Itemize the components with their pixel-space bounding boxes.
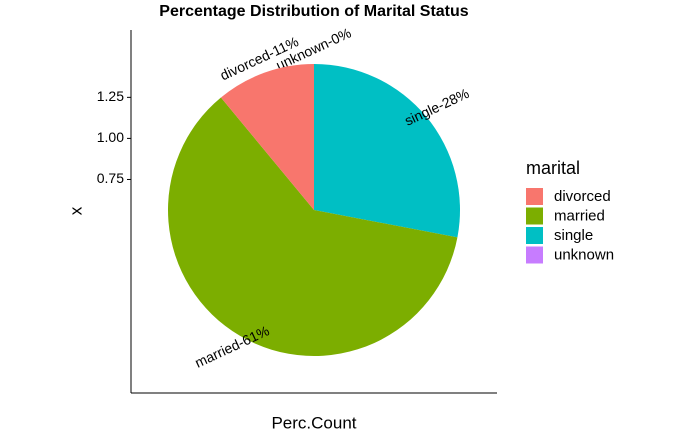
legend-title: marital xyxy=(526,158,580,178)
y-tick-label: 0.75 xyxy=(97,170,124,186)
y-tick-label: 1.00 xyxy=(97,129,124,145)
legend-swatch xyxy=(526,246,543,264)
pie-slice xyxy=(168,97,458,356)
y-axis-label: x xyxy=(66,206,85,215)
legend-label: single xyxy=(554,227,593,244)
pie-slice xyxy=(220,64,314,210)
legend-label: unknown xyxy=(554,246,614,263)
pie-slice xyxy=(314,64,460,238)
legend-swatch xyxy=(526,227,543,244)
x-axis-label: Perc.Count xyxy=(271,413,356,432)
legend-label: divorced xyxy=(554,188,611,205)
y-tick-label: 1.25 xyxy=(97,88,124,104)
chart-title: Percentage Distribution of Marital Statu… xyxy=(159,3,468,20)
legend-label: married xyxy=(554,207,605,224)
legend-swatch xyxy=(526,188,543,205)
legend-swatch xyxy=(526,207,543,225)
